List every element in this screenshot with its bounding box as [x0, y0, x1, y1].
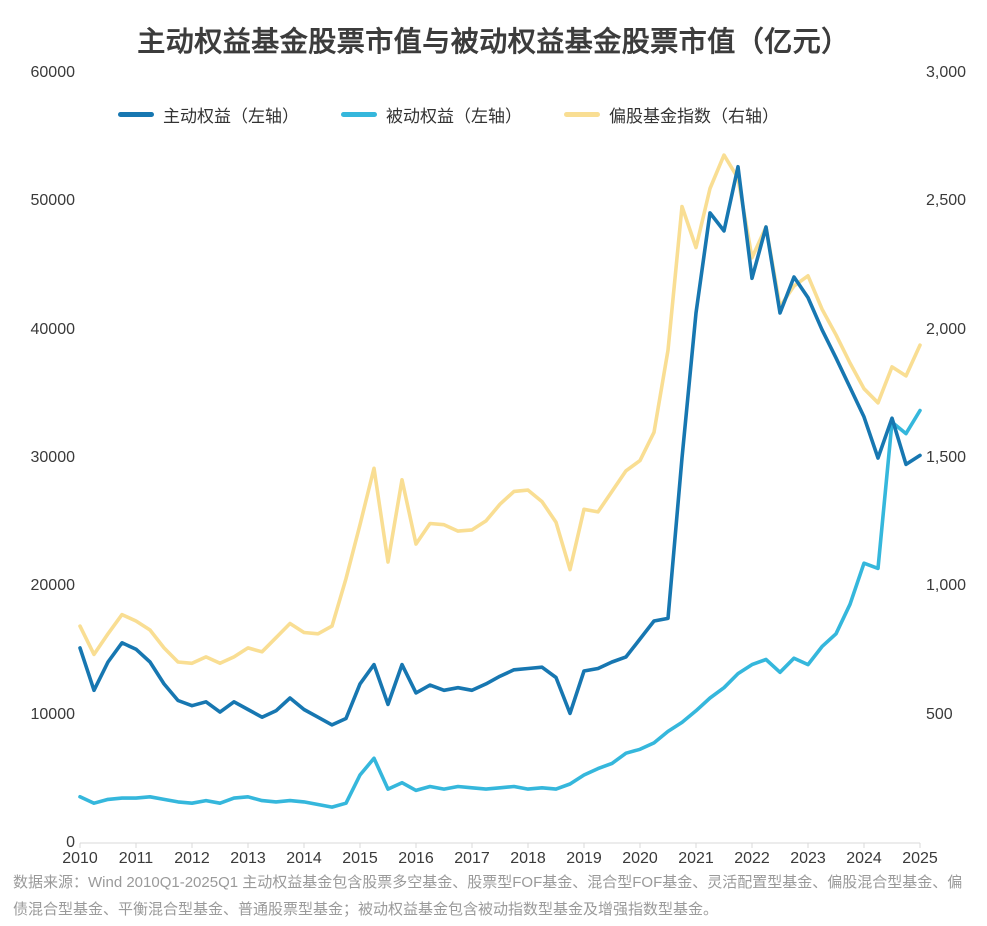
x-axis-tick-label: 2025	[902, 850, 938, 867]
left-axis-tick-label: 0	[66, 834, 75, 851]
x-axis-tick-label: 2012	[174, 850, 210, 867]
x-axis-tick-label: 2017	[454, 850, 490, 867]
x-axis-tick-label: 2023	[790, 850, 826, 867]
equity-fund-index-line	[78, 153, 922, 666]
x-axis-tick-label: 2014	[286, 850, 322, 867]
right-axis-tick-label: 3,000	[926, 64, 967, 81]
x-axis-tick-label: 2013	[230, 850, 266, 867]
x-axis-tick-label: 2011	[118, 850, 154, 867]
passive-equity-swatch	[341, 111, 377, 117]
x-axis-tick-label: 2018	[510, 850, 546, 867]
equity-fund-index-swatch	[564, 111, 600, 117]
active-equity-line	[78, 164, 922, 727]
right-axis-tick-label: 500	[926, 705, 953, 723]
x-axis-tick-label: 2024	[846, 850, 882, 867]
legend-item-active-equity: 主动权益（左轴）	[118, 102, 299, 127]
x-axis-tick-label: 2015	[342, 850, 378, 867]
x-axis-tick-label: 2020	[622, 850, 658, 867]
left-axis-tick-label: 50000	[30, 192, 76, 210]
active-equity-swatch	[118, 111, 154, 117]
legend-label-equity-fund-index: 偏股基金指数（右轴）	[609, 106, 779, 126]
legend-label-passive-equity: 被动权益（左轴）	[386, 106, 522, 126]
left-axis-tick-label: 20000	[30, 577, 76, 595]
legend-item-equity-fund-index: 偏股基金指数（右轴）	[564, 102, 779, 127]
left-axis-tick-label: 10000	[30, 705, 76, 723]
right-axis-tick-label: 1,500	[926, 449, 967, 466]
x-axis-tick-label: 2010	[62, 850, 98, 867]
passive-equity-line	[78, 408, 922, 809]
source-note: 数据来源：Wind 2010Q1-2025Q1 主动权益基金包含股票多空基金、股…	[13, 874, 963, 918]
right-axis-tick-label: 2,000	[926, 320, 967, 338]
x-axis-tick-label: 2019	[566, 850, 602, 867]
x-axis-tick-label: 2022	[734, 850, 770, 867]
x-axis-tick-label: 2016	[398, 850, 434, 867]
legend-label-active-equity: 主动权益（左轴）	[163, 106, 299, 126]
chart-legend: 主动权益（左轴） 被动权益（左轴） 偏股基金指数（右轴）	[118, 102, 779, 126]
x-axis-tick-label: 2021	[678, 850, 714, 867]
chart-title: 主动权益基金股票市值与被动权益基金股票市值（亿元）	[137, 26, 850, 57]
right-axis-tick-label: 2,500	[926, 192, 967, 210]
right-axis-tick-label: 1,000	[926, 577, 967, 595]
left-axis-tick-label: 30000	[30, 449, 76, 466]
legend-item-passive-equity: 被动权益（左轴）	[341, 102, 522, 127]
left-axis-tick-label: 40000	[30, 320, 76, 338]
left-axis-tick-label: 60000	[30, 64, 76, 81]
